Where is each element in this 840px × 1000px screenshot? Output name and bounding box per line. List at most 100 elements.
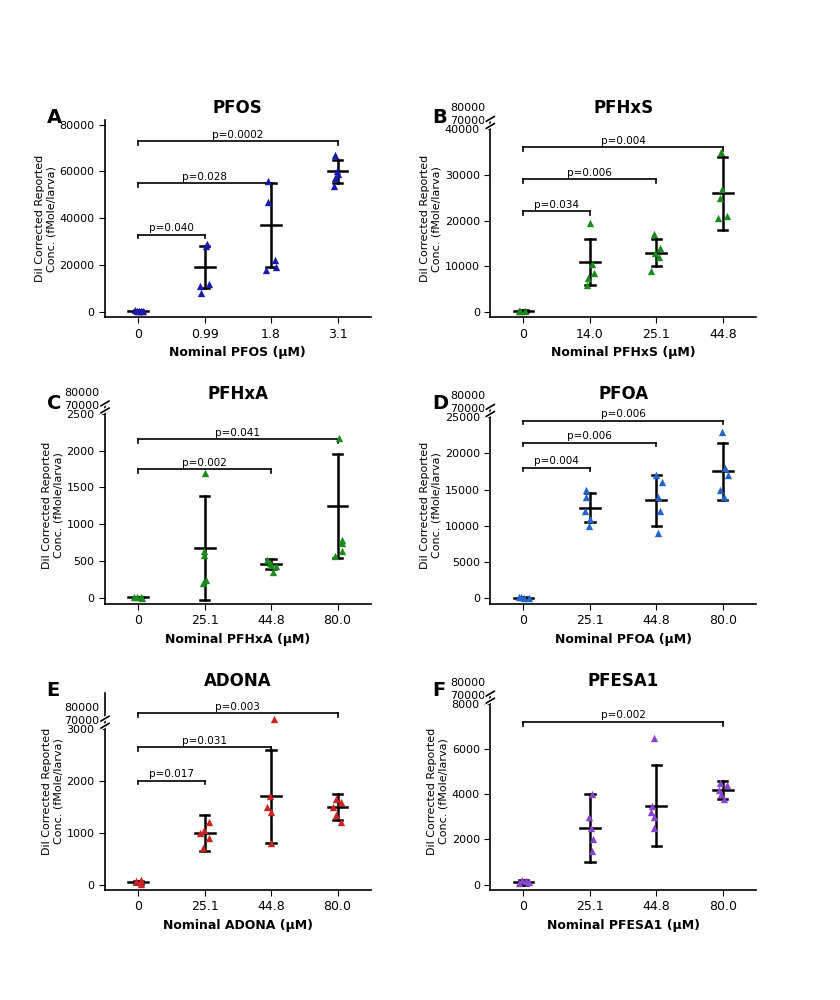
Point <box>644 263 658 279</box>
Point <box>130 589 144 605</box>
Point <box>135 590 149 606</box>
Text: F: F <box>432 681 445 700</box>
Point <box>202 276 215 292</box>
Text: B: B <box>432 108 447 127</box>
Point <box>128 302 141 318</box>
Point <box>266 564 280 580</box>
Point <box>327 799 340 815</box>
Point <box>713 190 727 206</box>
Point <box>648 245 662 261</box>
Y-axis label: Dil Corrected Reported
Conc. (fMole/larva): Dil Corrected Reported Conc. (fMole/larv… <box>42 441 64 569</box>
Point <box>264 835 277 851</box>
Text: p=0.034: p=0.034 <box>534 200 580 210</box>
Point <box>329 807 343 823</box>
Point <box>197 575 210 591</box>
Point <box>199 572 213 588</box>
Point <box>711 210 725 226</box>
Point <box>512 875 526 891</box>
Text: 80000: 80000 <box>450 103 485 113</box>
Point <box>716 424 729 440</box>
Point <box>202 830 216 846</box>
Point <box>586 831 600 847</box>
Point <box>134 876 148 892</box>
Point <box>197 822 211 838</box>
Point <box>649 467 663 483</box>
Y-axis label: Dil Corrected Reported
Conc. (fMole/larva): Dil Corrected Reported Conc. (fMole/larv… <box>428 728 449 855</box>
X-axis label: Nominal PFESA1 (μM): Nominal PFESA1 (μM) <box>547 919 700 932</box>
Text: 80000: 80000 <box>450 391 485 401</box>
Point <box>654 503 667 519</box>
Point <box>336 543 349 559</box>
Point <box>721 467 734 483</box>
Title: PFESA1: PFESA1 <box>587 672 659 690</box>
Text: E: E <box>46 681 60 700</box>
Point <box>580 489 593 505</box>
X-axis label: Nominal PFOA (μM): Nominal PFOA (μM) <box>554 633 691 646</box>
Point <box>714 482 727 498</box>
Point <box>645 798 659 814</box>
Point <box>585 256 598 272</box>
Point <box>652 249 665 265</box>
Point <box>193 278 207 294</box>
Point <box>653 240 666 256</box>
Text: p=0.002: p=0.002 <box>601 710 646 720</box>
Point <box>134 303 147 319</box>
Point <box>328 178 341 194</box>
Point <box>581 270 595 286</box>
Point <box>194 285 207 301</box>
Point <box>714 786 727 802</box>
Point <box>717 791 731 807</box>
Text: p=0.006: p=0.006 <box>568 168 612 178</box>
Point <box>264 555 277 571</box>
Point <box>585 820 598 836</box>
Point <box>133 303 146 319</box>
Text: 80000: 80000 <box>65 388 100 398</box>
X-axis label: Nominal PFHxA (μM): Nominal PFHxA (μM) <box>165 633 311 646</box>
Text: p=0.0002: p=0.0002 <box>213 130 264 140</box>
Point <box>130 303 144 319</box>
Text: p=0.006: p=0.006 <box>568 431 612 441</box>
Point <box>260 799 273 815</box>
Point <box>513 303 527 319</box>
Point <box>579 503 592 519</box>
Point <box>134 872 148 888</box>
Point <box>651 489 664 505</box>
Point <box>519 873 533 889</box>
Point <box>331 166 344 182</box>
Point <box>268 252 281 268</box>
Point <box>648 730 661 746</box>
Text: p=0.031: p=0.031 <box>182 736 227 746</box>
Point <box>644 804 658 820</box>
Text: 70000: 70000 <box>65 716 100 726</box>
Point <box>265 804 278 820</box>
Point <box>583 518 596 534</box>
Point <box>517 590 531 606</box>
Point <box>512 303 526 319</box>
Point <box>328 548 341 564</box>
Text: 80000: 80000 <box>65 703 100 713</box>
Point <box>260 552 274 568</box>
Point <box>583 511 596 527</box>
Title: PFHxS: PFHxS <box>593 99 654 117</box>
Y-axis label: Dil Corrected Reported
Conc. (fMole/larva): Dil Corrected Reported Conc. (fMole/larv… <box>42 728 64 855</box>
Point <box>647 820 660 836</box>
Point <box>522 590 535 606</box>
Point <box>134 589 148 605</box>
Point <box>335 532 349 548</box>
Point <box>585 843 599 859</box>
Point <box>196 840 209 856</box>
X-axis label: Nominal PFHxS (μM): Nominal PFHxS (μM) <box>551 346 696 359</box>
Point <box>328 170 342 186</box>
Point <box>328 147 342 163</box>
Point <box>264 557 277 573</box>
Point <box>721 777 734 793</box>
Point <box>198 465 212 481</box>
Point <box>714 144 727 160</box>
Text: 70000: 70000 <box>65 401 100 411</box>
Point <box>136 303 150 319</box>
Point <box>714 775 727 791</box>
Point <box>718 460 732 476</box>
X-axis label: Nominal ADONA (μM): Nominal ADONA (μM) <box>163 919 312 932</box>
Text: p=0.006: p=0.006 <box>601 409 646 419</box>
Title: PFOS: PFOS <box>213 99 263 117</box>
